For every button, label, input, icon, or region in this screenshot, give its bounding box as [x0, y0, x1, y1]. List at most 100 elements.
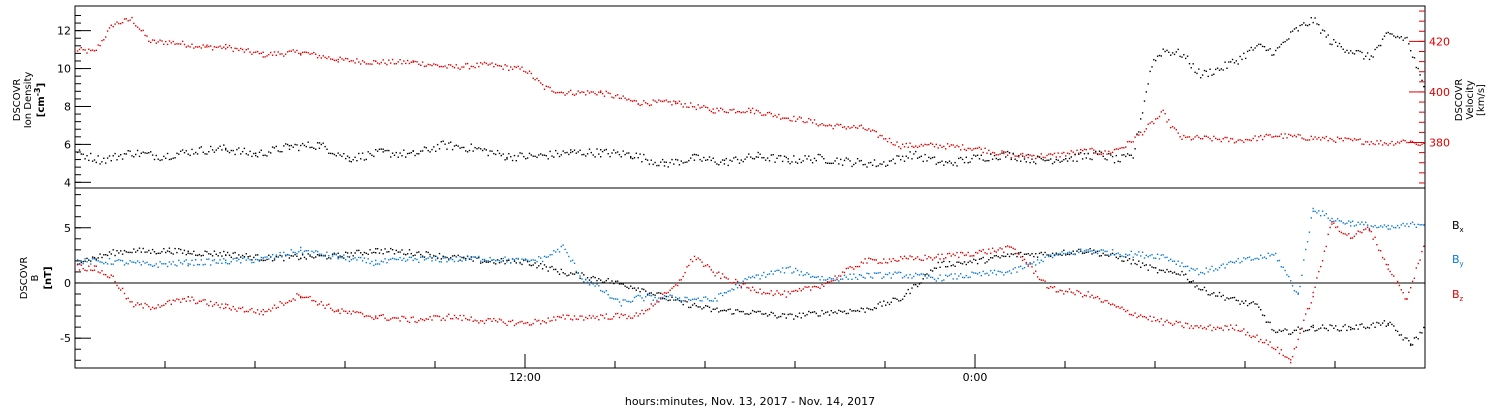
- data-point: [847, 158, 849, 160]
- data-point: [571, 93, 574, 96]
- data-point: [748, 153, 750, 155]
- data-point: [1205, 135, 1207, 137]
- data-point: [705, 264, 707, 267]
- data-point: [671, 104, 673, 106]
- data-point: [868, 162, 870, 164]
- data-point: [937, 161, 939, 164]
- data-point: [1261, 138, 1264, 141]
- data-point: [457, 145, 459, 147]
- data-point: [420, 253, 422, 256]
- data-point: [885, 304, 887, 306]
- data-point: [487, 154, 489, 157]
- data-point: [148, 152, 150, 154]
- data-point: [819, 315, 821, 317]
- data-point: [1402, 39, 1404, 41]
- data-point: [1065, 158, 1067, 160]
- data-point: [1410, 343, 1412, 345]
- data-point: [487, 260, 489, 262]
- data-point: [776, 116, 778, 118]
- data-point: [879, 271, 881, 274]
- data-point: [1078, 248, 1080, 251]
- data-point: [363, 159, 366, 161]
- data-point: [1331, 324, 1333, 327]
- data-point: [1381, 322, 1384, 324]
- data-point: [174, 157, 176, 159]
- data-point: [508, 69, 510, 71]
- data-point: [789, 313, 791, 315]
- data-point: [1269, 321, 1271, 324]
- data-point: [382, 148, 384, 150]
- data-point: [1395, 282, 1397, 284]
- data-point: [900, 159, 902, 161]
- data-point: [750, 277, 752, 279]
- data-point: [1366, 326, 1369, 329]
- data-point: [836, 278, 838, 281]
- data-point: [952, 144, 954, 146]
- data-point: [1151, 266, 1153, 268]
- data-point: [560, 154, 562, 156]
- data-point: [324, 145, 326, 148]
- data-point: [450, 257, 452, 259]
- data-point: [858, 160, 861, 162]
- data-point: [1291, 331, 1294, 334]
- data-point: [236, 310, 238, 312]
- data-point: [787, 291, 789, 293]
- data-point: [1256, 45, 1258, 47]
- data-point: [277, 150, 279, 152]
- data-point: [853, 273, 855, 275]
- data-point: [924, 143, 926, 146]
- data-point: [742, 160, 744, 163]
- data-point: [487, 318, 489, 320]
- data-point: [318, 255, 321, 257]
- data-point: [425, 65, 427, 67]
- data-point: [1179, 265, 1181, 267]
- data-point: [637, 287, 639, 289]
- data-point: [215, 301, 217, 304]
- data-point: [943, 279, 945, 281]
- data-point: [693, 255, 696, 258]
- data-point: [838, 280, 840, 282]
- data-point: [465, 259, 467, 261]
- data-point: [631, 287, 634, 290]
- data-point: [303, 250, 306, 252]
- data-point: [393, 154, 396, 156]
- data-point: [1230, 61, 1232, 63]
- data-point: [478, 65, 480, 68]
- data-point: [138, 304, 141, 306]
- data-point: [298, 294, 300, 296]
- data-point: [271, 254, 274, 256]
- data-point: [1310, 302, 1312, 304]
- data-point: [1048, 153, 1050, 155]
- data-point: [956, 144, 958, 147]
- data-point: [609, 92, 611, 95]
- data-point: [271, 146, 274, 148]
- top-ylabel-line1: DSCOVR: [12, 79, 23, 122]
- data-point: [300, 257, 302, 260]
- data-point: [710, 269, 712, 271]
- data-point: [1126, 309, 1129, 312]
- data-point: [148, 40, 150, 42]
- data-point: [84, 49, 86, 51]
- data-point: [238, 49, 240, 52]
- data-point: [684, 296, 686, 299]
- data-point: [1185, 136, 1187, 139]
- data-point: [935, 256, 937, 258]
- data-point: [1402, 222, 1404, 225]
- data-point: [322, 255, 324, 257]
- data-point: [97, 271, 99, 273]
- data-point: [620, 313, 622, 315]
- data-point: [1213, 292, 1215, 294]
- data-point: [680, 160, 682, 162]
- data-point: [375, 149, 377, 151]
- data-point: [1241, 330, 1243, 332]
- data-point: [322, 142, 324, 144]
- data-point: [508, 153, 510, 155]
- data-point: [373, 264, 375, 267]
- data-point: [1010, 253, 1012, 255]
- data-point: [1408, 225, 1410, 228]
- data-point: [238, 258, 240, 261]
- data-point: [168, 261, 171, 263]
- data-point: [1288, 275, 1290, 278]
- data-point: [1014, 267, 1016, 269]
- data-point: [1312, 138, 1314, 140]
